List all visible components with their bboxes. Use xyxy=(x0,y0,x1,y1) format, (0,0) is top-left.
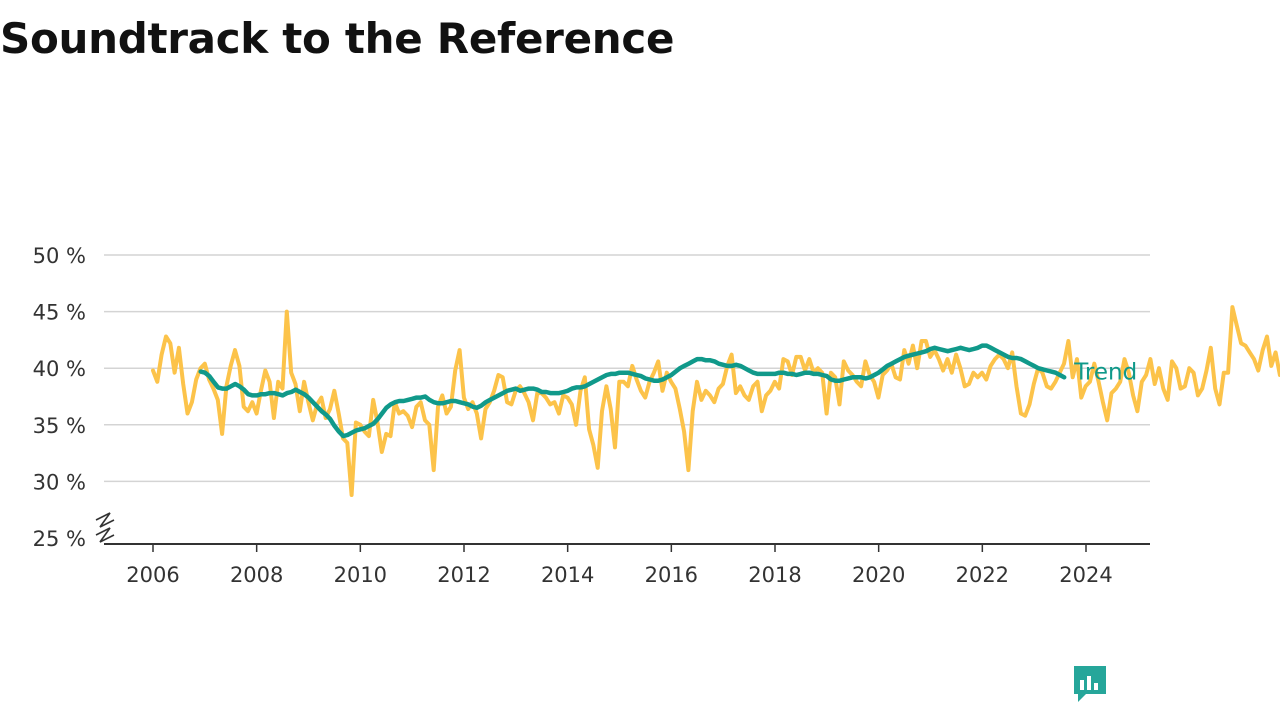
x-tick-label: 2010 xyxy=(334,563,387,587)
x-tick-label: 2014 xyxy=(541,563,594,587)
x-tick-label: 2020 xyxy=(852,563,905,587)
line-chart: 25 % 30 % 35 % 40 % 45 % 50 % 2006 2008 2010 201… xyxy=(33,244,1280,587)
y-tick-label: 50 % xyxy=(33,244,86,268)
y-tick-label: 25 % xyxy=(33,527,86,551)
brand-logo xyxy=(1072,664,1118,704)
grid-lines xyxy=(104,254,1150,483)
x-tick-label: 2024 xyxy=(1059,563,1112,587)
series-lines xyxy=(151,305,1280,497)
x-tick-label: 2006 xyxy=(126,563,179,587)
y-tick-label: 40 % xyxy=(33,357,86,381)
axis-break-icon xyxy=(95,512,115,543)
series-label: Trend xyxy=(1073,359,1137,385)
x-tick-label: 2016 xyxy=(645,563,698,587)
y-tick-label: 30 % xyxy=(33,470,86,494)
newsworthy-icon xyxy=(1074,666,1106,702)
y-tick-label: 45 % xyxy=(33,301,86,325)
series-labels: Per månadTrend xyxy=(1073,359,1137,385)
chart-title: Soundtrack to the Reference xyxy=(0,14,675,63)
series-line xyxy=(198,343,1067,439)
x-tick-label: 2018 xyxy=(748,563,801,587)
x-tick-label: 2008 xyxy=(230,563,283,587)
y-tick-label: 35 % xyxy=(33,414,86,438)
x-axis-ticks: 2006 2008 2010 2012 2014 2016 2018 2020 2022 2024 xyxy=(126,544,1113,587)
series-line xyxy=(151,305,1280,497)
x-tick-label: 2012 xyxy=(437,563,490,587)
y-axis-ticks: 25 % 30 % 35 % 40 % 45 % 50 % xyxy=(33,244,86,551)
x-tick-label: 2022 xyxy=(956,563,1009,587)
